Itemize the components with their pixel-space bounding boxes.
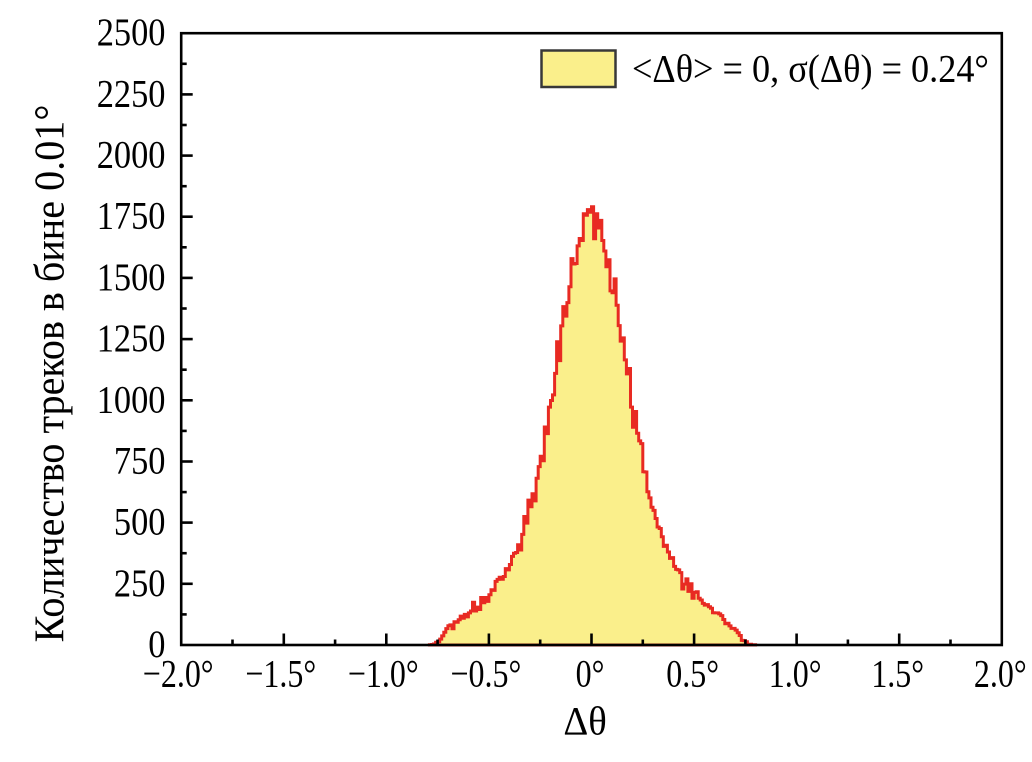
svg-text:1250: 1250 [97, 316, 166, 359]
svg-text:1750: 1750 [97, 194, 166, 237]
svg-text:0.5°: 0.5° [666, 652, 719, 696]
svg-text:2000: 2000 [97, 133, 166, 176]
svg-text:−1.5°: −1.5° [245, 652, 316, 696]
svg-text:1.0°: 1.0° [769, 652, 822, 696]
svg-text:2.0°: 2.0° [974, 652, 1027, 696]
svg-text:0°: 0° [576, 652, 605, 696]
svg-text:−0.5°: −0.5° [450, 652, 521, 696]
svg-text:1.5°: 1.5° [871, 652, 924, 696]
svg-text:750: 750 [114, 439, 166, 482]
svg-text:1000: 1000 [97, 377, 166, 420]
svg-text:−1.0°: −1.0° [348, 652, 419, 696]
svg-text:−2.0°: −2.0° [143, 652, 214, 696]
svg-text:1500: 1500 [97, 255, 166, 298]
svg-text:Количество треков в бине 0.01°: Количество треков в бине 0.01° [26, 105, 73, 643]
svg-text:2500: 2500 [97, 10, 166, 53]
svg-text:500: 500 [114, 500, 166, 543]
svg-text:<Δθ> = 0, σ(Δθ) = 0.24°: <Δθ> = 0, σ(Δθ) = 0.24° [632, 48, 989, 90]
svg-text:Δθ: Δθ [563, 698, 606, 743]
svg-text:0: 0 [148, 622, 165, 665]
svg-text:250: 250 [114, 561, 166, 604]
svg-text:2250: 2250 [97, 72, 166, 115]
